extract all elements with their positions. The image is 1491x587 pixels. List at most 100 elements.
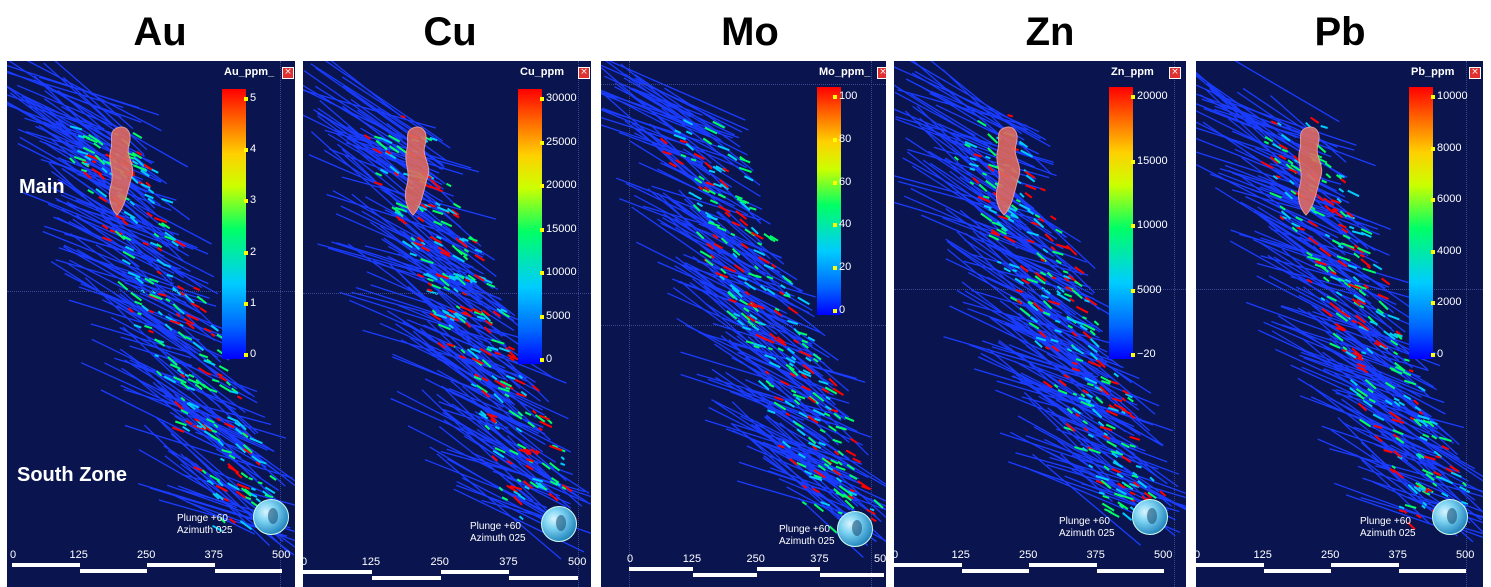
- assay-segment: [749, 301, 757, 306]
- assay-segment: [506, 375, 516, 381]
- assay-segment: [430, 179, 442, 190]
- assay-segment: [509, 449, 519, 456]
- assay-segment: [177, 331, 187, 340]
- drillhole-trace: [1325, 299, 1430, 398]
- assay-segment: [1321, 179, 1328, 184]
- assay-segment: [217, 439, 225, 447]
- assay-segment: [847, 495, 854, 500]
- drillhole-trace: [1344, 311, 1413, 369]
- assay-segment: [813, 503, 825, 513]
- assay-segment: [1075, 305, 1089, 314]
- assay-segment: [140, 183, 151, 189]
- assay-segment: [1378, 300, 1389, 311]
- assay-segment: [679, 139, 688, 144]
- orientation-globe-icon[interactable]: [1132, 499, 1168, 535]
- assay-segment: [1027, 239, 1035, 244]
- assay-segment: [694, 177, 703, 184]
- tick-marker: [833, 266, 837, 271]
- assay-segment: [429, 235, 442, 244]
- assay-segment: [1020, 149, 1034, 158]
- assay-segment: [1380, 277, 1391, 286]
- drillhole-trace: [605, 61, 701, 132]
- close-icon[interactable]: ×: [1469, 67, 1481, 79]
- assay-segment: [661, 150, 672, 156]
- orientation-globe-icon[interactable]: [253, 499, 289, 535]
- panel-cu[interactable]: Cu_ppm × 30000 25000 20000 15000 10000 5000 0 Plu…: [303, 61, 591, 587]
- assay-segment: [95, 188, 108, 198]
- assay-segment: [783, 277, 792, 284]
- assay-segment: [1359, 418, 1372, 428]
- assay-segment: [1377, 293, 1389, 300]
- assay-segment: [445, 314, 460, 322]
- assay-segment: [212, 524, 224, 532]
- assay-segment: [731, 221, 741, 227]
- assay-segment: [1320, 125, 1328, 129]
- drillhole-trace: [754, 338, 847, 418]
- panel-pb[interactable]: Pb_ppm × 10000 8000 6000 4000 2000 0 Plunge +60 …: [1196, 61, 1483, 587]
- panel-au[interactable]: Main South Zone Au_ppm_ × 5 4 3 2 1 0 Plunge +60…: [7, 61, 295, 587]
- assay-segment: [728, 153, 738, 162]
- assay-segment: [1066, 348, 1073, 352]
- assay-segment: [1010, 204, 1019, 211]
- assay-segment: [1360, 228, 1373, 235]
- assay-segment: [1358, 289, 1367, 297]
- assay-segment: [756, 304, 765, 310]
- scale-bar-segment: [12, 563, 80, 567]
- assay-segment: [1129, 414, 1136, 420]
- assay-segment: [429, 136, 438, 142]
- drillhole-trace: [667, 216, 732, 272]
- assay-segment: [1375, 339, 1388, 349]
- panel-mo[interactable]: Mo_ppm_ × 100 80 60 40 20 0 Plunge +60 Azimuth 0…: [601, 61, 886, 587]
- tick-marker: [1131, 224, 1135, 228]
- assay-segment: [486, 282, 496, 288]
- panel-zn[interactable]: Zn_ppm × 20000 15000 10000 5000 −20 Plunge +60 …: [894, 61, 1186, 587]
- orientation-globe-icon[interactable]: [837, 511, 873, 547]
- assay-segment: [835, 465, 846, 471]
- scale-bar-label: 375: [810, 553, 829, 565]
- assay-segment: [212, 492, 220, 500]
- orientation-globe-icon[interactable]: [541, 506, 577, 542]
- assay-segment: [1419, 435, 1428, 442]
- assay-segment: [685, 142, 695, 151]
- drillhole-trace: [139, 292, 230, 332]
- assay-segment: [1065, 422, 1076, 433]
- assay-segment: [797, 296, 810, 306]
- legend-tick-label: 2000: [1437, 296, 1462, 309]
- drillhole-trace: [1257, 206, 1386, 289]
- scale-bar-segment: [629, 567, 693, 571]
- assay-segment: [561, 486, 567, 491]
- assay-segment: [486, 347, 493, 352]
- scale-bar-segment: [894, 563, 962, 567]
- orientation-globe-icon[interactable]: [1432, 499, 1468, 535]
- assay-segment: [1054, 329, 1062, 334]
- assay-segment: [1058, 379, 1067, 387]
- assay-segment: [706, 242, 714, 250]
- scale-bar-segment: [440, 570, 510, 574]
- assay-segment: [1039, 271, 1047, 276]
- assay-segment: [753, 249, 766, 257]
- assay-segment: [163, 375, 177, 384]
- drillhole-trace: [959, 209, 1047, 283]
- scale-bar-segment: [1398, 569, 1466, 573]
- close-icon[interactable]: ×: [1169, 67, 1181, 79]
- scale-bar-label: 125: [361, 556, 381, 568]
- assay-segment: [750, 226, 759, 235]
- tick-marker: [833, 223, 837, 228]
- assay-segment: [1019, 142, 1025, 146]
- assay-segment: [1101, 379, 1111, 385]
- drillhole-trace: [310, 63, 429, 140]
- drillhole-trace: [123, 254, 204, 332]
- assay-segment: [740, 312, 751, 322]
- scale-bar-label: 125: [951, 549, 970, 561]
- assay-segment: [474, 248, 483, 253]
- close-icon[interactable]: ×: [282, 67, 294, 79]
- assay-segment: [1393, 397, 1400, 402]
- assay-segment: [1019, 264, 1029, 273]
- assay-segment: [953, 156, 959, 161]
- ore-body-solid: [404, 126, 430, 216]
- close-icon[interactable]: ×: [877, 67, 886, 79]
- assay-segment: [468, 235, 474, 241]
- assay-segment: [1280, 133, 1291, 142]
- assay-segment: [668, 161, 678, 168]
- close-icon[interactable]: ×: [578, 67, 590, 79]
